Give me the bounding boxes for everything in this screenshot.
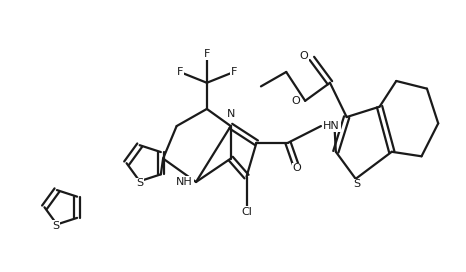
Text: Cl: Cl [241,207,252,217]
Text: F: F [231,67,237,77]
Text: O: O [293,163,302,174]
Text: S: S [136,178,143,188]
Text: N: N [226,109,235,119]
Text: NH: NH [176,177,193,187]
Text: F: F [177,67,183,77]
Text: S: S [53,221,60,231]
Text: HN: HN [323,121,340,131]
Text: O: O [291,96,300,106]
Text: S: S [353,179,360,189]
Text: O: O [300,51,308,61]
Text: F: F [204,49,210,59]
